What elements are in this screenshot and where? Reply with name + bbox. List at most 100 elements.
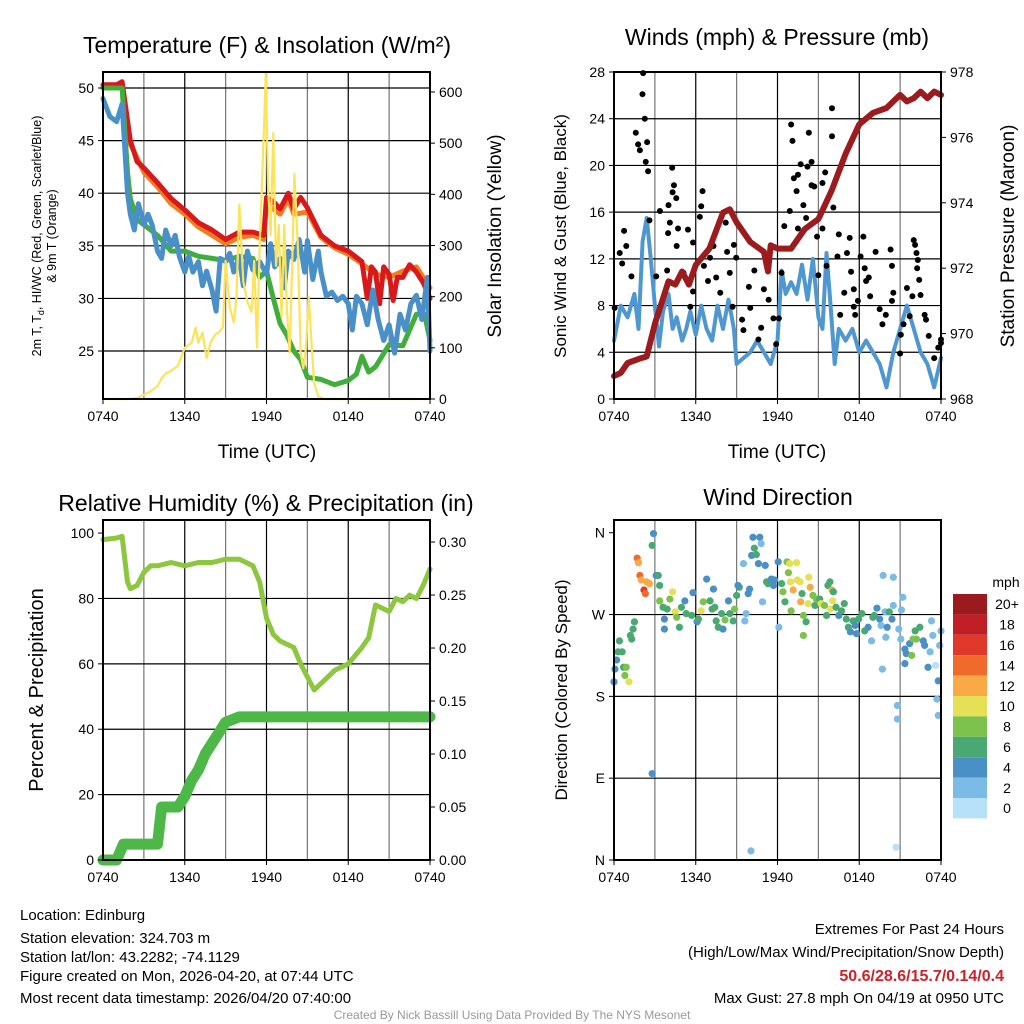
direction-y-tick-label: N [595, 525, 605, 541]
gust-point [888, 262, 895, 269]
wind-direction-point [921, 641, 929, 650]
gust-point [773, 341, 780, 348]
solar-y-tick-label: 500 [439, 135, 463, 151]
wind-direction-point [786, 560, 794, 568]
gust-point [628, 273, 635, 280]
gust-point [822, 169, 829, 176]
gust-point [690, 288, 697, 295]
sonic-wind-line [612, 216, 943, 390]
legend-swatch [953, 634, 987, 656]
extremes-info: Extremes For Past 24 Hours (High/Low/Max… [688, 921, 1004, 1007]
wind-direction-point [630, 618, 639, 626]
wind-direction-point [688, 611, 696, 620]
wind-direction-panel-title: Wind Direction [703, 484, 853, 510]
legend-label: 6 [1003, 739, 1011, 755]
station-pressure-line [611, 88, 944, 380]
humidity-y-tick-label: 60 [78, 656, 94, 672]
legend-swatch [953, 798, 987, 819]
gust-point [841, 289, 848, 296]
gust-point [758, 324, 765, 331]
gust-point [917, 292, 924, 299]
gust-point [786, 207, 793, 214]
wind-direction-point [864, 623, 872, 631]
wind-direction-point [892, 843, 900, 851]
gust-point [666, 219, 673, 226]
temperature-panel-title: Temperature (F) & Insolation (W/m²) [83, 32, 451, 58]
wind-direction-point [796, 578, 804, 586]
wind-direction-point [811, 601, 819, 610]
extremes-values: 50.6/28.6/15.7/0.14/0.4 [839, 968, 1004, 985]
wind-direction-point [718, 610, 726, 618]
gust-point [914, 257, 921, 264]
humidity-y-tick-label: 80 [78, 590, 94, 606]
temperature-y-tick-label: 25 [78, 343, 94, 359]
precip-y-tick-label: 0.20 [439, 640, 466, 656]
wind-direction-point [916, 623, 924, 631]
panel-4-grid: 0740 1340 1940 0140 0740 [598, 520, 957, 885]
gust-point [887, 246, 894, 253]
gust-point [854, 297, 861, 304]
precip-y-tick-label: 0.25 [439, 587, 466, 603]
temperature-y-tick-label: 30 [78, 290, 94, 306]
relative-humidity-line [100, 533, 433, 693]
gust-point [665, 230, 672, 237]
x-tick-label: 0740 [925, 408, 956, 424]
gust-point [765, 296, 772, 303]
gust-point [815, 272, 822, 279]
plots-layer: 0740 1340 1940 0140 074025303540455001002003… [71, 64, 974, 885]
gust-point [848, 268, 855, 275]
winds-panel-title: Winds (mph) & Pressure (mb) [625, 24, 929, 50]
extremes-title: Extremes For Past 24 Hours [815, 921, 1004, 938]
wind-direction-point [712, 617, 720, 625]
gust-point [778, 269, 785, 276]
wind-direction-point [899, 593, 907, 601]
x-tick-label: 1940 [251, 869, 282, 885]
wind-direction-point [829, 588, 837, 596]
x-tick-label: 1340 [680, 869, 711, 885]
x-tick-label: 1940 [251, 408, 282, 424]
legend-swatch [953, 757, 987, 778]
gust-point [745, 283, 752, 290]
wind-direction-point [789, 586, 797, 594]
pressure-y-tick-label: 972 [950, 260, 974, 276]
ylabel-part: 2m T, T [30, 315, 44, 357]
legend-swatch [953, 594, 987, 615]
wind-direction-point [625, 678, 633, 686]
pressure-y-tick-label: 974 [950, 195, 974, 211]
credit-text: Created By Nick Bassill Using Data Provi… [334, 1008, 691, 1022]
gust-point [805, 129, 812, 136]
wind-direction-point [756, 533, 764, 541]
wind-direction-point [799, 631, 807, 640]
gust-point [843, 250, 850, 257]
wind-direction-point [682, 610, 690, 618]
wind-direction-point [734, 581, 742, 590]
humidity-y-tick-label: 100 [71, 525, 95, 541]
gust-point [909, 293, 916, 300]
gust-point [669, 164, 676, 171]
wind-direction-point [805, 573, 813, 581]
gust-point [621, 227, 628, 234]
x-tick-label: 0740 [598, 408, 629, 424]
legend-title: mph [992, 574, 1019, 590]
wind-direction-point [752, 550, 760, 559]
wind-direction-point [889, 573, 897, 581]
wind-direction-point [634, 559, 643, 567]
wind-direction-point [675, 623, 684, 631]
solar-y-axis-label: Solar Insolation (Yellow) [485, 134, 506, 337]
wind-direction-point [893, 715, 902, 723]
wind-direction-point [784, 569, 793, 577]
temperature-y-axis-label-line2: & 9m T (Orange) [45, 189, 59, 282]
lat-lon-text: Station lat/lon: 43.2282; -74.1129 [20, 949, 240, 966]
wind-y-tick-label: 8 [597, 298, 605, 314]
wind-direction-point [730, 605, 739, 613]
x-tick-label: 1340 [680, 408, 711, 424]
gust-point [730, 241, 737, 248]
precip-y-tick-label: 0.30 [439, 534, 466, 550]
pressure-y-tick-label: 970 [950, 326, 974, 342]
wind-direction-point [902, 650, 910, 658]
temperature-y-tick-label: 45 [78, 133, 94, 149]
wind-direction-point [649, 530, 658, 538]
wind-direction-point [750, 544, 758, 552]
wind-direction-point [739, 560, 748, 568]
station-info: Location: Edinburg Station elevation: 32… [20, 907, 354, 1007]
